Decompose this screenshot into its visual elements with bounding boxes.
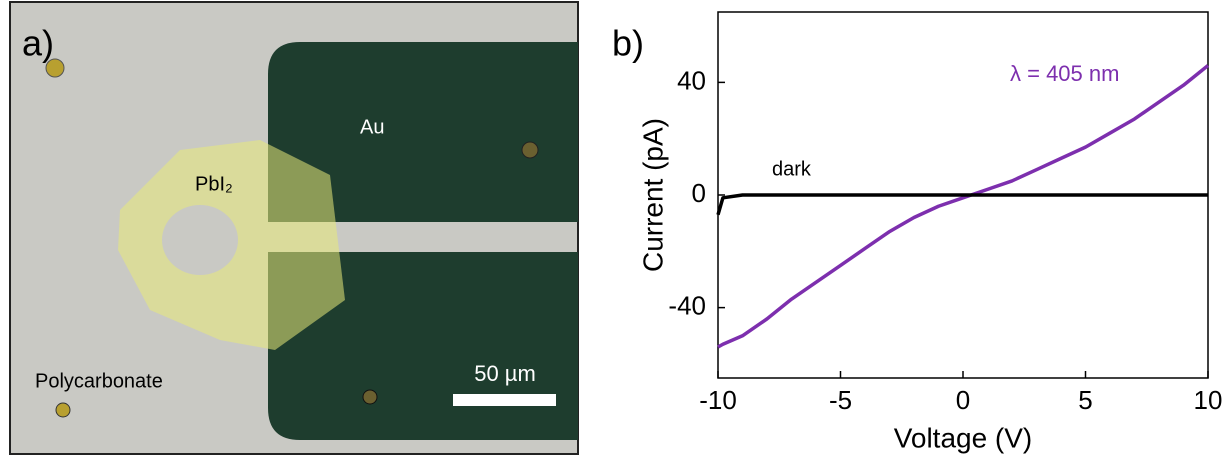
scale-bar bbox=[453, 394, 556, 406]
series-line bbox=[717, 64, 1210, 349]
y-axis-title: Current (pA) bbox=[637, 118, 668, 272]
x-tick-label: -10 bbox=[699, 385, 737, 415]
substrate-label: Polycarbonate bbox=[35, 370, 163, 392]
particle bbox=[521, 141, 539, 159]
particle bbox=[55, 402, 71, 418]
au-label: Au bbox=[360, 116, 384, 138]
scale-bar-label: 50 µm bbox=[474, 361, 536, 386]
panel-label: a) bbox=[22, 23, 54, 64]
particle bbox=[45, 58, 65, 78]
series-label: λ = 405 nm bbox=[1010, 61, 1119, 86]
particle bbox=[362, 389, 378, 405]
panel-label: b) bbox=[612, 23, 644, 64]
x-tick-label: 5 bbox=[1078, 385, 1092, 415]
au-pad-top bbox=[268, 42, 578, 222]
iv-chart: b) Voltage (V) Current (pA) -10 -5 0 5 10 -40… bbox=[612, 11, 1223, 453]
y-tick-label: 40 bbox=[677, 65, 706, 95]
y-tick-label: -40 bbox=[668, 290, 706, 320]
pbi2-label: PbI₂ bbox=[195, 173, 233, 195]
au-pad-bottom bbox=[268, 252, 578, 440]
series-line bbox=[716, 193, 1208, 216]
flake-hole bbox=[162, 205, 238, 275]
y-tick-label: 0 bbox=[692, 178, 706, 208]
x-tick-label: 10 bbox=[1194, 385, 1223, 415]
x-axis-title: Voltage (V) bbox=[894, 422, 1033, 453]
x-tick-label: -5 bbox=[829, 385, 852, 415]
micrograph: a) Au PbI₂ Polycarbonate 50 µm bbox=[9, 1, 579, 455]
x-tick-label: 0 bbox=[956, 385, 970, 415]
series-label: dark bbox=[772, 158, 812, 180]
